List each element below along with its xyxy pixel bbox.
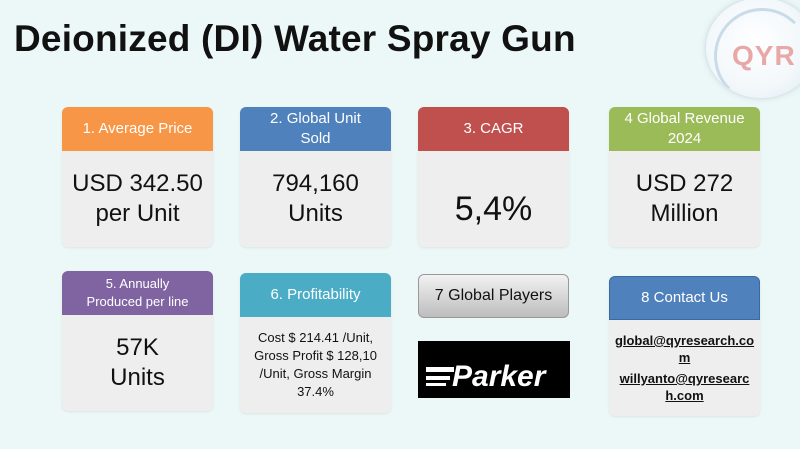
card-header-label: 2. Global Unit Sold <box>270 110 361 147</box>
global-unit-sold-card: 2. Global Unit Sold 794,160 Units <box>240 107 391 247</box>
card-body: 794,160 Units <box>240 151 391 247</box>
card-header-label: 3. CAGR <box>463 120 524 137</box>
card-value: 57K <box>116 334 159 361</box>
card-unit: Units <box>288 200 343 227</box>
card-body: Cost $ 214.41 /Unit, Gross Profit $ 128,… <box>240 317 391 413</box>
profitability-card: 6. Profitability Cost $ 214.41 /Unit, Gr… <box>240 273 391 413</box>
global-players-label: 7 Global Players <box>434 287 553 304</box>
card-header-label: 6. Profitability <box>270 286 361 303</box>
card-header: 1. Average Price <box>62 107 213 151</box>
page-title: Deionized (DI) Water Spray Gun <box>14 18 576 59</box>
logo-text: QYR <box>732 40 796 71</box>
card-unit: Million <box>650 200 719 227</box>
email-link-global[interactable]: global@qyresearch.com <box>614 333 755 365</box>
email-link-willyanto[interactable]: willyanto@qyresearch.com <box>619 371 750 403</box>
card-body: global@qyresearch.com willyanto@qyresear… <box>609 320 760 416</box>
card-header: 6. Profitability <box>240 273 391 317</box>
card-header: 8 Contact Us <box>609 276 760 320</box>
card-header: 2. Global Unit Sold <box>240 107 391 151</box>
card-body: 57K Units <box>62 315 213 411</box>
card-header: 5. Annually Produced per line <box>62 271 213 315</box>
annual-production-card: 5. Annually Produced per line 57K Units <box>62 271 213 411</box>
qyr-logo: QYR <box>706 0 800 98</box>
parker-logo: Parker <box>418 341 570 398</box>
global-revenue-card: 4 Global Revenue 2024 USD 272 Million <box>609 107 760 247</box>
card-body: USD 272 Million <box>609 151 760 247</box>
card-value: USD 272 <box>635 170 734 197</box>
global-players-header: 7 Global Players <box>418 274 569 318</box>
card-header-label: 5. Annually Produced per line <box>86 276 189 309</box>
profitability-text: Cost $ 214.41 /Unit, Gross Profit $ 128,… <box>254 330 377 399</box>
parker-brand-text: Parker <box>452 360 548 393</box>
card-body: 5,4% <box>418 151 569 247</box>
globe-icon <box>714 8 800 98</box>
card-header: 3. CAGR <box>418 107 569 151</box>
contact-card: 8 Contact Us global@qyresearch.com willy… <box>609 276 760 416</box>
cagr-card: 3. CAGR 5,4% <box>418 107 569 247</box>
card-header: 4 Global Revenue 2024 <box>609 107 760 151</box>
card-value: 5,4% <box>454 189 533 228</box>
card-unit: Units <box>110 364 165 391</box>
card-value: 794,160 <box>272 170 359 197</box>
card-header-label: 4 Global Revenue 2024 <box>624 110 745 147</box>
card-body: USD 342.50 per Unit <box>62 151 213 247</box>
card-value: USD 342.50 <box>72 170 203 197</box>
card-header-label: 1. Average Price <box>82 120 193 137</box>
card-header-label: 8 Contact Us <box>641 289 728 306</box>
card-unit: per Unit <box>95 200 180 227</box>
parker-logo-graphic: Parker <box>418 341 570 398</box>
average-price-card: 1. Average Price USD 342.50 per Unit <box>62 107 213 247</box>
